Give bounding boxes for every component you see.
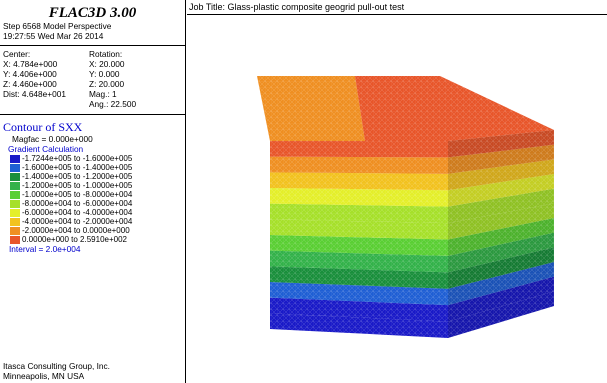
top-face-right-mesh: [355, 76, 554, 141]
legend-swatch: [10, 190, 20, 199]
rotation-y: Y: 0.000: [89, 69, 120, 79]
legend-label: -4.0000e+004 to -2.0000e+004: [22, 217, 133, 226]
angle: Ang.: 22.500: [89, 99, 137, 109]
magfac: Magfac = 0.000e+000: [12, 134, 93, 144]
rotation-label: Rotation:: [89, 49, 123, 59]
legend-label: -1.7244e+005 to -1.6000e+005: [22, 154, 133, 163]
side-band-mesh: [448, 276, 554, 322]
legend-panel: FLAC3D 3.00 Step 6568 Model Perspective …: [0, 0, 186, 383]
product-title: FLAC3D 3.00: [48, 5, 137, 21]
legend-row: -1.0000e+005 to -8.0000e+004: [10, 190, 185, 199]
legend-swatch: [10, 172, 20, 181]
legend-label: -8.0000e+004 to -6.0000e+004: [22, 199, 133, 208]
legend-swatch: [10, 235, 20, 244]
front-band-mesh: [270, 235, 448, 256]
legend-row: -8.0000e+004 to -6.0000e+004: [10, 199, 185, 208]
legend-swatch: [10, 154, 20, 163]
front-band-mesh: [270, 203, 448, 224]
legend-label: -2.0000e+004 to 0.0000e+000: [22, 226, 130, 235]
legend-row: -1.2000e+005 to -1.0000e+005: [10, 181, 185, 190]
legend-row: -1.7244e+005 to -1.6000e+005: [10, 154, 185, 163]
side-band-mesh: [448, 232, 554, 273]
front-band-mesh: [270, 156, 448, 174]
company-location: Minneapolis, MN USA: [3, 371, 85, 381]
front-band-mesh: [270, 282, 448, 306]
gradient-calculation: Gradient Calculation: [8, 144, 84, 154]
divider: [0, 114, 185, 115]
legend-row: -1.6000e+005 to -1.4000e+005: [10, 163, 185, 172]
legend-row: -6.0000e+004 to -4.0000e+004: [10, 208, 185, 217]
legend-label: -6.0000e+004 to -4.0000e+004: [22, 208, 133, 217]
model-view[interactable]: [187, 15, 607, 383]
contour-legend: -1.7244e+005 to -1.6000e+005 -1.6000e+005…: [0, 154, 185, 244]
legend-swatch: [10, 199, 20, 208]
legend-swatch: [10, 181, 20, 190]
side-band-mesh: [448, 218, 554, 256]
legend-swatch: [10, 163, 20, 172]
step-info: Step 6568 Model Perspective: [3, 21, 112, 31]
front-band-mesh: [270, 188, 448, 207]
front-band-mesh: [270, 297, 448, 322]
center-x: X: 4.784e+000: [3, 59, 58, 69]
legend-row: -1.4000e+005 to -1.2000e+005: [10, 172, 185, 181]
side-band-mesh: [448, 188, 554, 224]
rotation-z: Z: 20.000: [89, 79, 125, 89]
front-band-mesh: [270, 313, 448, 338]
top-face-left-mesh: [257, 76, 365, 141]
legend-swatch: [10, 208, 20, 217]
side-band-mesh: [448, 130, 554, 158]
footer: Itasca Consulting Group, Inc. Minneapoli…: [3, 361, 110, 381]
legend-row: -4.0000e+004 to -2.0000e+004: [10, 217, 185, 226]
legend-swatch: [10, 217, 20, 226]
side-band-mesh: [448, 203, 554, 240]
viewport[interactable]: Job Title: Glass-plastic composite geogr…: [187, 0, 607, 383]
magnification: Mag.: 1: [89, 89, 117, 99]
zone-mesh: [257, 76, 554, 338]
contour-title: Contour of SXX: [3, 120, 83, 134]
front-band-mesh: [270, 250, 448, 273]
side-band-mesh: [448, 159, 554, 191]
front-band-mesh: [270, 266, 448, 289]
interval: Interval = 2.0e+004: [9, 244, 81, 254]
center-label: Center:: [3, 49, 31, 59]
side-band-mesh: [448, 262, 554, 306]
side-band-mesh: [448, 144, 554, 174]
rotation-x: X: 20.000: [89, 59, 125, 69]
company-name: Itasca Consulting Group, Inc.: [3, 361, 110, 371]
legend-label: -1.6000e+005 to -1.4000e+005: [22, 163, 133, 172]
legend-label: -1.4000e+005 to -1.2000e+005: [22, 172, 133, 181]
legend-row: 0.0000e+000 to 2.5910e+002: [10, 235, 185, 244]
side-band-mesh: [448, 174, 554, 207]
legend-label: -1.2000e+005 to -1.0000e+005: [22, 181, 133, 190]
front-band-mesh: [270, 172, 448, 191]
side-band-mesh: [448, 291, 554, 338]
center-z: Z: 4.460e+000: [3, 79, 57, 89]
legend-swatch: [10, 226, 20, 235]
divider: [0, 45, 185, 46]
job-title: Job Title: Glass-plastic composite geogr…: [187, 0, 607, 15]
legend-label: 0.0000e+000 to 2.5910e+002: [22, 235, 127, 244]
front-band-mesh: [270, 141, 448, 158]
front-band-mesh: [270, 219, 448, 240]
center-y: Y: 4.406e+000: [3, 69, 57, 79]
view-info: Center: X: 4.784e+000 Y: 4.406e+000 Z: 4…: [0, 46, 185, 114]
timestamp: 19:27:55 Wed Mar 26 2014: [3, 31, 104, 41]
legend-row: -2.0000e+004 to 0.0000e+000: [10, 226, 185, 235]
legend-label: -1.0000e+005 to -8.0000e+004: [22, 190, 133, 199]
distance: Dist: 4.648e+001: [3, 89, 66, 99]
side-band-mesh: [448, 247, 554, 289]
